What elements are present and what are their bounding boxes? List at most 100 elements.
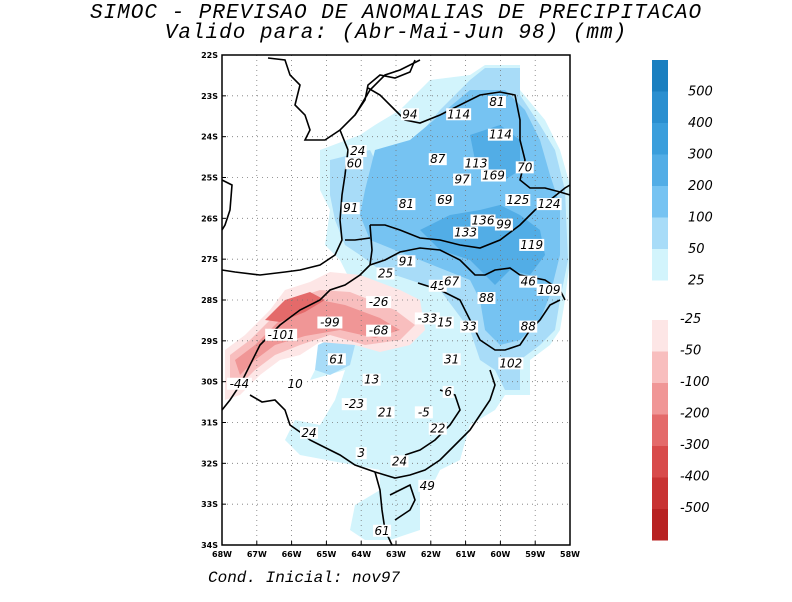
anomaly-label-bg (345, 157, 364, 170)
anomaly-value: 133 (454, 226, 477, 240)
boundary-line (221, 179, 233, 231)
map-title: SIMOC - PREVISAO DE ANOMALIAS DE PRECIPI… (89, 2, 703, 25)
latitude-tick: 31S (201, 419, 218, 428)
anomaly-value: 3 (357, 446, 365, 460)
anomaly-label-bg (515, 161, 534, 174)
anomaly-label-bg (446, 108, 472, 121)
latitude-tick: 25S (201, 174, 218, 183)
latitude-tick: 24S (201, 133, 218, 142)
anomaly-label-bg (428, 422, 447, 435)
boundary-line (299, 369, 496, 479)
initial-condition-label: Cond. Inicial: nov97 (208, 569, 401, 587)
longitude-tick: 67W (247, 550, 267, 559)
colorbar-label: -100 (680, 375, 710, 390)
anomaly-label-bg (265, 328, 298, 341)
anomaly-value: 22 (430, 422, 445, 436)
anomaly-label-bg (400, 108, 419, 121)
anomaly-label-bg (477, 292, 496, 304)
anomaly-label-bg (519, 320, 538, 333)
longitude-tick: 66W (282, 550, 302, 559)
colorbar-label: -400 (680, 470, 710, 485)
anomaly-label-bg (435, 316, 454, 329)
anomaly-label-bg (505, 194, 531, 206)
colorbar-swatch (652, 351, 668, 383)
anomaly-value: 81 (489, 95, 504, 109)
negative-anomaly-area-200 (265, 292, 325, 322)
anomaly-label-bg (341, 202, 360, 215)
anomaly-value: 24 (301, 426, 316, 440)
anomaly-value: 113 (465, 156, 488, 170)
anomaly-label-bg (487, 128, 513, 141)
anomaly-label-bg (348, 145, 367, 157)
anomaly-value: 94 (402, 107, 417, 121)
anomaly-label-bg (376, 267, 395, 280)
longitude-tick: 68W (212, 550, 232, 559)
anomaly-label-bg (327, 353, 346, 366)
colorbar-swatch (652, 509, 668, 541)
anomaly-value: 109 (538, 283, 561, 297)
colorbar-label: 100 (688, 211, 713, 226)
anomaly-label-bg (536, 283, 562, 296)
anomaly-value: 24 (392, 454, 407, 468)
anomaly-value: 45 (430, 279, 445, 293)
anomaly-label-bg (300, 426, 318, 439)
boundary-line (345, 237, 371, 241)
latitude-tick-labels: 22S 23S 24S 25S 26S 27S 28S 29S 30S 31S 32S 33S 34S (201, 51, 226, 550)
anomaly-label-bg (414, 406, 433, 419)
anomaly-label-bg (355, 447, 367, 460)
anomaly-label-bg (366, 296, 392, 309)
boundary-line (389, 483, 416, 521)
colorbar-label: 200 (688, 179, 713, 194)
anomaly-value: 49 (420, 479, 435, 493)
colorbar-swatch (652, 91, 668, 123)
anomaly-value: 46 (521, 275, 537, 289)
colorbar-label: 500 (688, 85, 713, 100)
colorbar-label: 50 (688, 242, 705, 257)
colorbar-label: -25 (680, 312, 701, 327)
anomaly-value: 33 (461, 320, 476, 334)
longitude-tick: 64W (351, 550, 371, 559)
colorbar-label: 300 (688, 148, 713, 163)
anomaly-value: 91 (343, 201, 358, 215)
anomaly-value: 70 (517, 160, 533, 174)
longitude-tick: 58W (560, 550, 580, 559)
latitude-tick: 34S (201, 541, 218, 550)
anomaly-fill-layer (225, 65, 570, 540)
anomaly-label-bg (226, 377, 252, 390)
latitude-tick: 22S (201, 51, 218, 60)
anomaly-value: 114 (489, 128, 512, 142)
anomaly-value: 99 (496, 218, 511, 232)
colorbar-swatch (652, 249, 668, 281)
anomaly-label-bg (498, 357, 524, 370)
anomaly-label-bg (463, 157, 489, 170)
latitude-tick: 32S (201, 459, 218, 468)
colorbar-label: -500 (680, 501, 710, 516)
anomaly-value: 60 (347, 156, 363, 170)
anomaly-value: -68 (369, 324, 389, 338)
anomaly-label-bg (366, 324, 392, 337)
anomaly-label-bg (418, 479, 437, 492)
boundary-line (417, 282, 561, 351)
anomaly-value: 87 (430, 152, 446, 166)
colorbar-label: -50 (680, 344, 701, 359)
anomaly-value: 88 (521, 320, 537, 334)
longitude-tick: 61W (456, 550, 476, 559)
anomaly-label-bg (373, 524, 392, 537)
anomaly-label-bg (428, 153, 447, 166)
anomaly-label-bg (428, 279, 447, 292)
anomaly-label-bg (519, 238, 545, 251)
anomaly-value: 6 (444, 385, 452, 399)
colorbar-label: 400 (688, 116, 713, 131)
colorbar-label: -200 (680, 407, 710, 422)
longitude-tick: 62W (421, 550, 441, 559)
anomaly-label-bg (390, 455, 409, 468)
colorbar-label: -300 (680, 438, 710, 453)
anomaly-value: 10 (287, 377, 303, 391)
anomaly-value: 102 (499, 356, 522, 370)
colorbar-label: 25 (688, 274, 705, 289)
boundary-line (221, 129, 349, 276)
anomaly-value: 119 (520, 238, 543, 252)
boundary-line (354, 59, 416, 116)
colorbar-swatch (652, 446, 668, 478)
